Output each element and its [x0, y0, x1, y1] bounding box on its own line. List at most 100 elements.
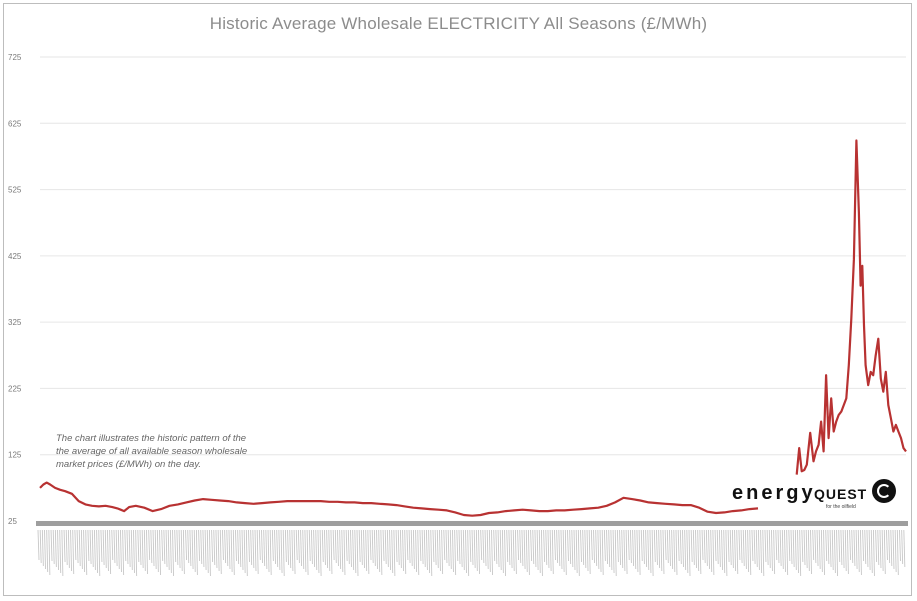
x-tick-label: [441, 529, 444, 575]
x-tick-label: [321, 529, 324, 563]
x-tick-label: [656, 529, 658, 566]
y-tick-label: 225: [8, 384, 22, 393]
x-tick-label: [57, 529, 59, 571]
x-tick-label: [235, 529, 237, 562]
x-tick-label: [245, 529, 248, 577]
x-tick-label: [794, 529, 797, 571]
x-tick-label: [649, 529, 652, 574]
x-tick-label: [467, 529, 470, 577]
x-tick-label: [404, 529, 407, 575]
x-tick-label: [137, 529, 140, 563]
x-tick-label: [764, 529, 767, 563]
x-tick-label: [584, 529, 587, 569]
x-tick-label: [727, 529, 730, 563]
x-tick-label: [749, 529, 752, 576]
x-tick-label: [723, 529, 726, 574]
series-line: [795, 139, 907, 475]
x-tick-label: [551, 529, 554, 575]
x-tick-label: [102, 529, 105, 566]
x-tick-label: [679, 529, 682, 565]
x-tick-label: [810, 529, 812, 575]
x-tick-label: [812, 529, 815, 561]
x-tick-label: [287, 529, 289, 566]
x-tick-label: [499, 529, 502, 571]
x-tick-label: [469, 529, 472, 563]
x-tick-label: [304, 529, 307, 573]
x-tick-label: [486, 529, 489, 570]
x-tick-label: [386, 529, 389, 568]
x-tick-label: [326, 529, 329, 569]
x-tick-label: [208, 529, 211, 577]
x-tick-label: [859, 529, 862, 576]
x-tick-label: [423, 529, 426, 568]
x-tick-label: [603, 529, 606, 562]
x-tick-label: [838, 529, 841, 563]
x-axis-line: [36, 521, 908, 526]
x-tick-label: [37, 529, 40, 561]
x-tick-label: [139, 529, 142, 566]
x-tick-label: [159, 529, 161, 576]
x-tick-label: [755, 529, 758, 568]
x-tick-label: [768, 529, 771, 569]
x-tick-label: [124, 529, 127, 562]
x-tick-label: [714, 529, 717, 562]
x-tick-label: [686, 529, 689, 574]
x-tick-label: [725, 529, 728, 577]
x-tick-label: [658, 529, 661, 569]
x-tick-label: [619, 529, 622, 566]
x-tick-label: [317, 529, 320, 574]
x-tick-label: [471, 529, 474, 566]
x-tick-label: [293, 529, 296, 575]
x-tick-label: [109, 529, 112, 575]
x-tick-label: [692, 529, 695, 566]
x-tick-label: [688, 529, 691, 577]
x-tick-label: [46, 529, 49, 573]
x-tick-label: [300, 529, 303, 567]
x-tick-label: [833, 529, 836, 574]
x-tick-label: [445, 529, 448, 564]
chart-annotation: The chart illustrates the historic patte…: [56, 433, 248, 470]
x-tick-label: [347, 529, 350, 565]
x-tick-label: [590, 529, 593, 561]
x-tick-label: [237, 529, 240, 565]
x-tick-label: [339, 529, 342, 570]
x-tick-label: [341, 529, 344, 573]
x-tick-label: [525, 529, 528, 573]
x-tick-label: [721, 529, 723, 571]
x-tick-label: [415, 529, 418, 573]
x-tick-label: [280, 529, 283, 574]
x-tick-label: [343, 529, 346, 576]
x-tick-label: [389, 529, 391, 571]
x-tick-label: [310, 529, 313, 565]
x-tick-label: [846, 529, 849, 575]
x-tick-label: [779, 529, 782, 567]
x-tick-label: [547, 529, 550, 569]
x-tick-label: [712, 529, 715, 576]
swirl-icon: [872, 479, 896, 503]
x-tick-label: [896, 529, 899, 576]
x-tick-label: [573, 529, 576, 571]
x-tick-label: [829, 529, 832, 568]
x-tick-label: [267, 529, 270, 573]
x-tick-label: [282, 529, 285, 577]
x-tick-label: [480, 529, 483, 561]
x-tick-label: [219, 529, 222, 575]
x-tick-label: [126, 529, 129, 565]
x-tick-label: [419, 529, 422, 562]
x-tick-label: [616, 529, 619, 563]
x-tick-label: [475, 529, 478, 572]
x-tick-label: [395, 529, 398, 563]
x-tick-label: [682, 529, 684, 568]
x-tick-label: [718, 529, 721, 568]
x-tick-label: [536, 529, 539, 571]
x-tick-label: [827, 529, 830, 565]
x-tick-label: [560, 529, 563, 570]
x-tick-label: [172, 529, 174, 577]
x-tick-label: [588, 529, 591, 575]
x-tick-label: [621, 529, 624, 569]
x-tick-label: [781, 529, 784, 570]
x-tick-label: [747, 529, 750, 573]
x-tick-label: [150, 529, 153, 564]
x-tick-label: [315, 529, 318, 571]
x-tick-label: [120, 529, 122, 573]
